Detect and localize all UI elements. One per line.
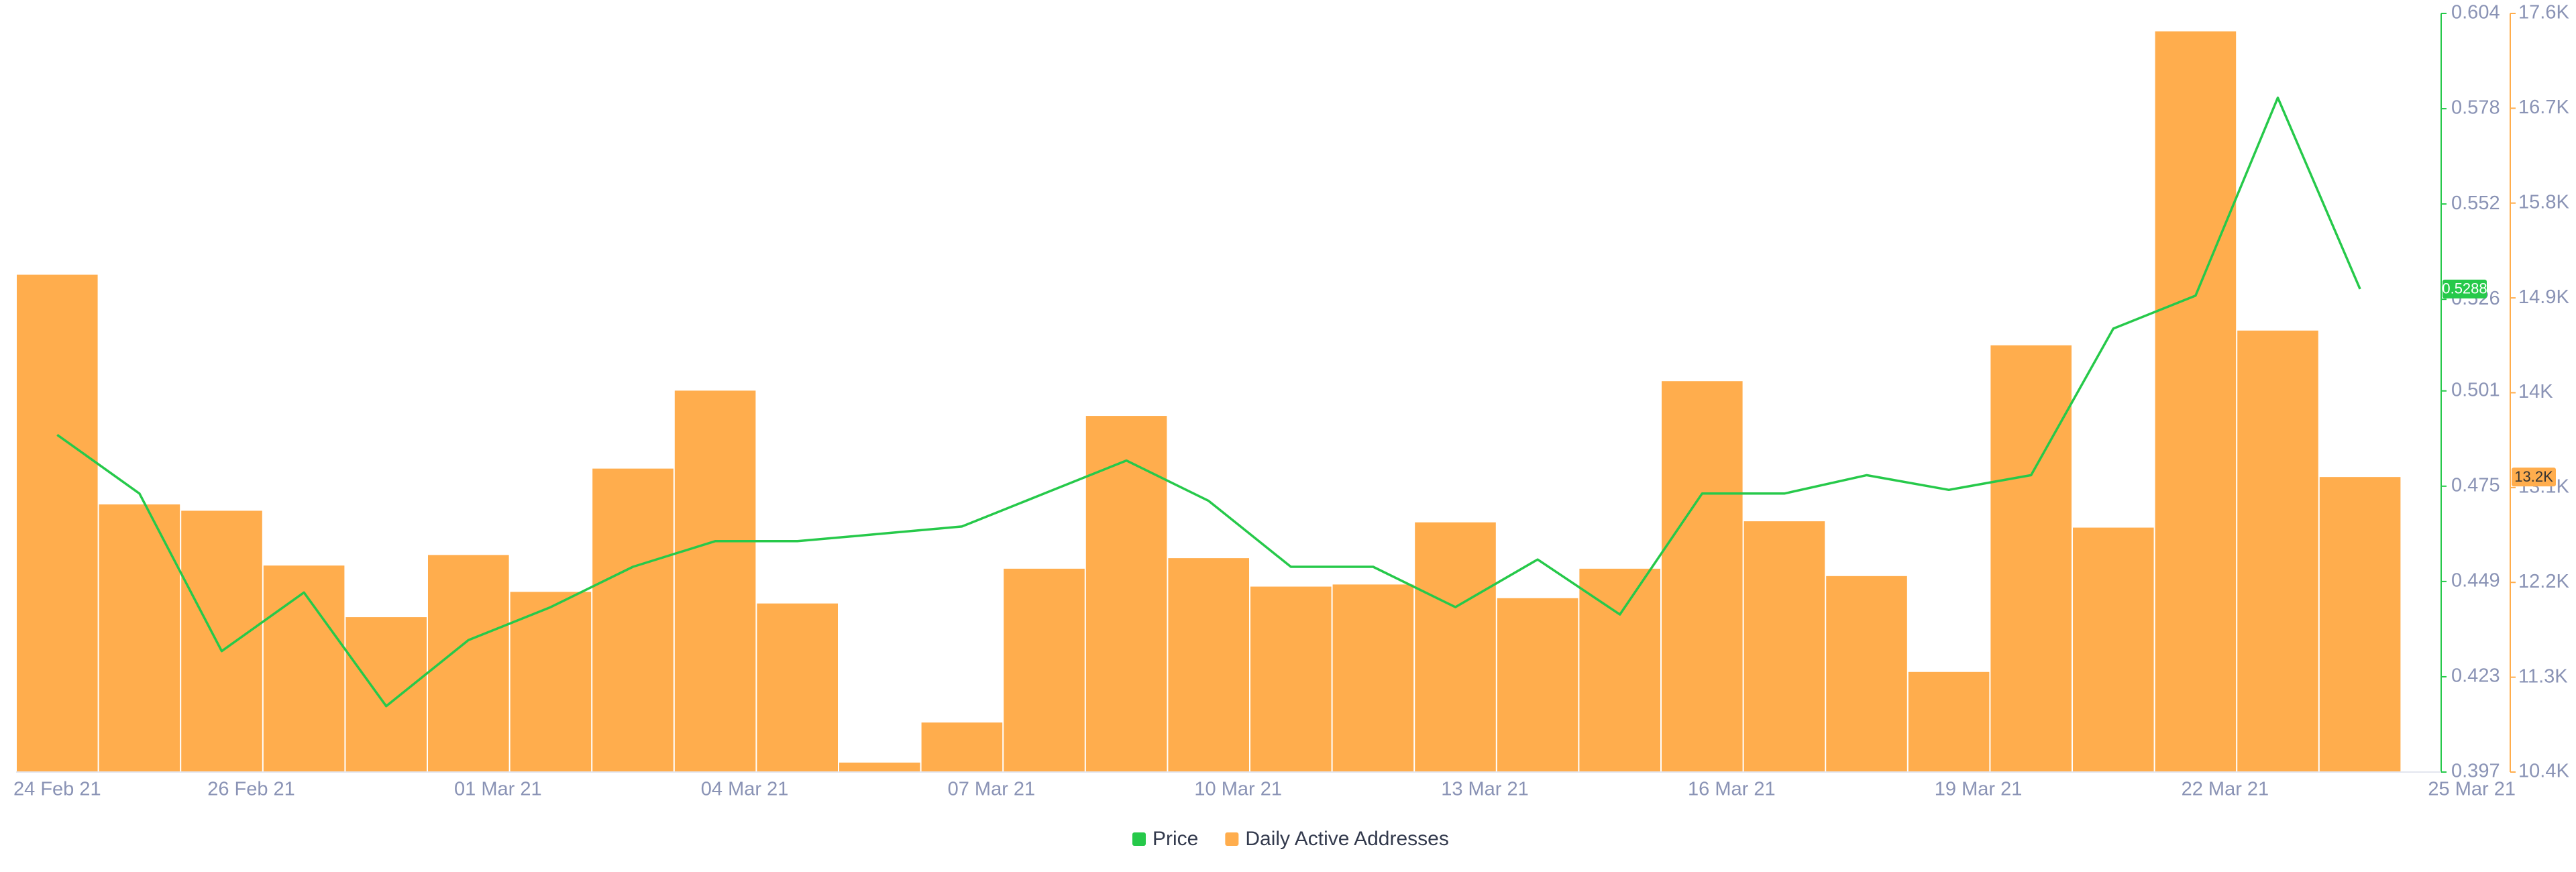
bar: [757, 603, 838, 772]
bar: [839, 762, 920, 772]
x-tick-label: 19 Mar 21: [1935, 779, 2023, 800]
axes-layer: 0.3970.4230.4490.4750.5010.5260.5520.578…: [13, 2, 2569, 800]
bar: [592, 468, 674, 772]
current-value-label: 13.2K: [2514, 468, 2553, 485]
y2-tick-label: 11.3K: [2518, 665, 2568, 687]
current-value-badge: [2443, 279, 2487, 298]
bars-layer: [17, 31, 2401, 773]
legend-label: Daily Active Addresses: [1245, 828, 1448, 850]
lines-layer: [56, 96, 2361, 708]
x-tick-label: 13 Mar 21: [1441, 779, 1529, 800]
bar: [674, 390, 756, 772]
bar: [17, 274, 98, 773]
y2-tick-label: 12.2K: [2518, 571, 2569, 592]
bar: [1990, 345, 2072, 772]
bar: [1085, 416, 1167, 772]
legend-swatch: [1225, 832, 1239, 846]
bar: [2237, 330, 2318, 773]
y2-tick-label: 16.7K: [2518, 97, 2569, 118]
bar: [510, 592, 592, 772]
x-tick-label: 24 Feb 21: [13, 779, 101, 800]
price-line: [56, 96, 2361, 708]
current-value-badge: [2512, 468, 2556, 487]
bar: [181, 510, 262, 772]
y-tick-label: 0.475: [2451, 474, 2500, 496]
bar: [1332, 584, 1414, 772]
bar: [1497, 598, 1578, 772]
y-tick-label: 0.449: [2451, 570, 2500, 592]
bar: [921, 722, 1003, 772]
bar: [428, 555, 509, 772]
x-tick-label: 01 Mar 21: [454, 779, 542, 800]
bar: [1168, 558, 1249, 772]
y-tick-label: 0.604: [2451, 2, 2500, 23]
y2-tick-label: 17.6K: [2518, 2, 2569, 23]
bar: [2319, 477, 2401, 772]
bar: [1579, 568, 1660, 772]
y-tick-label: 0.578: [2451, 97, 2500, 119]
legend: Price Daily Active Addresses: [1132, 828, 1449, 850]
bar: [1908, 671, 1990, 772]
current-value-label: 0.5288: [2442, 280, 2487, 297]
bar: [1004, 568, 1085, 772]
bar: [1415, 522, 1496, 772]
bar: [2155, 31, 2237, 772]
x-tick-label: 22 Mar 21: [2182, 779, 2269, 800]
x-tick-label: 10 Mar 21: [1194, 779, 1282, 800]
bar: [263, 565, 345, 772]
y-tick-label: 0.423: [2451, 665, 2500, 687]
x-tick-label: 16 Mar 21: [1688, 779, 1776, 800]
bar: [1662, 381, 1743, 772]
x-tick-label: 07 Mar 21: [948, 779, 1036, 800]
y-tick-label: 0.552: [2451, 193, 2500, 214]
bar: [2073, 527, 2154, 772]
y2-tick-label: 15.8K: [2518, 191, 2569, 213]
y-tick-label: 0.397: [2451, 761, 2500, 782]
y2-tick-label: 14.9K: [2518, 286, 2569, 308]
y2-tick-label: 10.4K: [2518, 761, 2569, 782]
legend-swatch: [1132, 832, 1146, 846]
x-tick-label: 04 Mar 21: [701, 779, 789, 800]
bar: [345, 617, 427, 772]
bar: [99, 504, 180, 772]
legend-label: Price: [1152, 828, 1198, 850]
bar: [1743, 521, 1825, 772]
y-tick-label: 0.501: [2451, 379, 2500, 400]
y2-tick-label: 14K: [2518, 381, 2553, 402]
x-tick-label: 26 Feb 21: [207, 779, 295, 800]
bar: [1826, 576, 1907, 772]
x-tick-label: 25 Mar 21: [2428, 779, 2516, 800]
bar: [1250, 586, 1332, 772]
